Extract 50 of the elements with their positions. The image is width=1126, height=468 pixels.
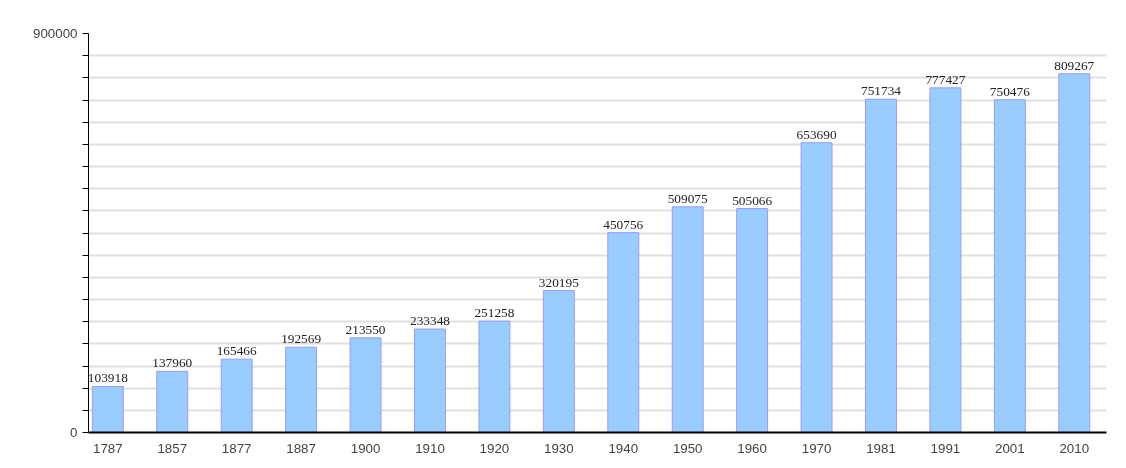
y-tick-label: 900000 [33, 26, 78, 41]
x-tick-label: 1950 [672, 440, 703, 456]
data-label: 751734 [861, 83, 902, 99]
x-tick-label: 1940 [608, 440, 639, 456]
bar [478, 320, 511, 433]
x-tick-label: 1920 [479, 440, 510, 456]
x-tick-label: 1787 [93, 440, 123, 456]
bar [414, 328, 446, 433]
bar [736, 208, 769, 433]
bar [1058, 73, 1091, 433]
bar [671, 206, 704, 433]
data-label: 777427 [925, 71, 966, 87]
bar [542, 290, 575, 433]
bar [91, 385, 124, 433]
data-label: 509075 [667, 190, 709, 206]
data-label: 653690 [796, 126, 837, 142]
bar [993, 99, 1026, 433]
data-label: 137960 [152, 355, 193, 371]
data-label: 750476 [989, 83, 1031, 99]
data-label: 505066 [732, 192, 773, 208]
x-tick-label: 1981 [866, 440, 896, 456]
x-tick-label: 2001 [995, 440, 1025, 456]
y-tick-label: 0 [70, 425, 78, 440]
data-label: 251258 [474, 305, 515, 321]
x-tick-label: 1857 [157, 440, 188, 456]
bar [865, 98, 897, 433]
x-tick-label: 1970 [801, 440, 832, 456]
data-label: 192569 [281, 331, 322, 347]
x-tick-label: 1930 [544, 440, 574, 456]
data-label: 450756 [603, 216, 644, 232]
data-label: 233348 [409, 313, 451, 329]
x-tick-label: 1900 [350, 440, 381, 456]
x-tick-label: 2010 [1059, 440, 1090, 456]
bar [220, 358, 253, 433]
bar [929, 87, 962, 433]
bar [285, 346, 318, 433]
x-tick-label: 1877 [221, 440, 252, 456]
bar [800, 142, 833, 433]
bar [349, 337, 382, 433]
x-tick-label: 1887 [286, 440, 316, 456]
data-label: 809267 [1054, 57, 1095, 73]
data-label: 320195 [538, 274, 580, 290]
bar [156, 370, 189, 433]
x-tick-label: 1960 [737, 440, 767, 456]
bar [607, 232, 640, 433]
x-tick-label: 1910 [415, 440, 445, 456]
data-label: 213550 [345, 321, 386, 337]
data-label: 165466 [216, 343, 258, 359]
x-tick-label: 1991 [930, 440, 961, 456]
data-label: 103918 [87, 370, 129, 386]
